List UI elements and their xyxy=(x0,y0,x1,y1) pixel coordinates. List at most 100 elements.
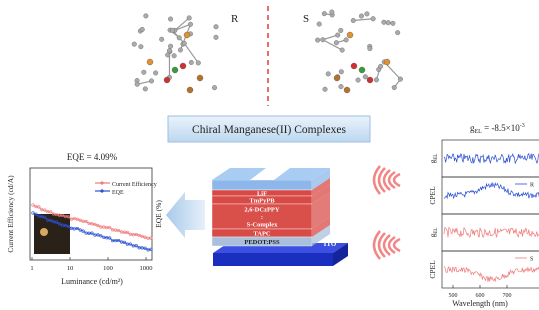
title: Chiral Manganese(II) Complexes xyxy=(192,124,346,136)
atom xyxy=(347,32,353,38)
y2-label: EQE (%) xyxy=(154,200,163,228)
layer-label: TAPC xyxy=(253,231,271,238)
atom xyxy=(180,63,186,69)
symbol: CPEL xyxy=(428,186,437,205)
atom xyxy=(351,63,357,69)
atom xyxy=(132,42,137,47)
atom xyxy=(339,69,344,74)
atom xyxy=(374,78,379,83)
atom xyxy=(172,53,177,58)
bond xyxy=(175,18,189,30)
x-tick-label: 1000 xyxy=(140,265,153,272)
atom xyxy=(334,40,339,45)
layer-label: S-Complex xyxy=(247,222,278,229)
atom xyxy=(159,37,164,42)
legend-entry: EQE xyxy=(112,190,124,196)
spectrum xyxy=(444,228,539,238)
arrow xyxy=(166,192,205,238)
layer-label: TmPyPB xyxy=(249,198,275,205)
atom xyxy=(147,59,153,65)
atom xyxy=(196,61,201,66)
atom xyxy=(140,27,145,32)
panel-label: gEL xyxy=(428,154,439,164)
legend-entry: R xyxy=(530,183,534,189)
atom xyxy=(167,48,172,53)
y-label: Current Efficiency (cd/A) xyxy=(6,175,15,253)
symbol: CPEL xyxy=(428,260,437,279)
atom xyxy=(214,35,219,40)
panel-label: CPEL xyxy=(428,260,437,279)
atom xyxy=(189,60,194,65)
atom xyxy=(340,48,345,53)
atom xyxy=(344,38,349,43)
bond xyxy=(353,19,373,21)
device-stack: ITOAlLiFTmPyPB2,6-DCzPPY:S-ComplexTAPCPE… xyxy=(212,168,348,266)
atom xyxy=(338,28,343,33)
atom xyxy=(177,35,182,40)
atom xyxy=(168,17,173,22)
spectrum xyxy=(444,183,539,198)
atom xyxy=(164,77,170,83)
atom xyxy=(371,16,376,21)
atom xyxy=(363,74,368,79)
x-tick-label: 1 xyxy=(30,265,33,272)
layer xyxy=(212,180,312,190)
atom xyxy=(184,32,190,38)
x-tick-label: 10 xyxy=(67,265,74,272)
atom xyxy=(182,41,187,46)
atom xyxy=(395,30,400,35)
atom xyxy=(188,22,193,27)
legend-entry: S xyxy=(530,257,533,263)
atom xyxy=(391,21,396,26)
atom xyxy=(392,85,397,90)
x-ticks: 1 10 100 1000 xyxy=(30,257,152,272)
cpel-panels: gELCPELRgELCPELS500600700 xyxy=(428,140,539,299)
atom xyxy=(335,33,340,38)
atom xyxy=(165,53,170,58)
legend-marker xyxy=(100,181,103,184)
atom xyxy=(212,85,217,90)
atom xyxy=(197,75,203,81)
graphical-abstract: R S Chiral Manganese(II) Complexes EQE =… xyxy=(0,0,539,310)
atom xyxy=(320,37,325,42)
atom xyxy=(382,20,387,25)
atom xyxy=(135,82,140,87)
atom xyxy=(359,67,365,73)
atom xyxy=(356,78,361,83)
panel-frame xyxy=(442,214,539,251)
emission-waves xyxy=(374,166,400,259)
atom xyxy=(214,24,219,29)
subscript: EL xyxy=(434,228,439,234)
eqe-annotation: EQE = 4.09% xyxy=(67,152,118,162)
wave xyxy=(394,239,400,251)
atom xyxy=(187,87,193,93)
atom xyxy=(368,46,373,51)
inset-glow xyxy=(40,228,48,236)
atom xyxy=(139,44,144,49)
atom xyxy=(344,87,350,93)
atom xyxy=(384,59,390,65)
x-label: Luminance (cd/m²) xyxy=(61,277,123,286)
subscript: EL xyxy=(434,154,439,160)
spectrum xyxy=(444,154,539,164)
legend-entry: Current Efficiency xyxy=(112,181,157,188)
atom xyxy=(143,87,148,92)
atom xyxy=(142,70,147,75)
x-tick-label: 100 xyxy=(103,265,113,272)
ito-front xyxy=(213,253,333,266)
exponent: -3 xyxy=(520,123,525,129)
layer-label: : xyxy=(261,214,263,221)
atom xyxy=(367,77,373,83)
wave xyxy=(394,174,400,186)
atom xyxy=(386,20,391,25)
legend-marker xyxy=(100,189,103,192)
atom xyxy=(323,87,328,92)
panel-label: gEL xyxy=(428,228,439,238)
atom xyxy=(378,64,383,69)
atom xyxy=(326,72,331,77)
atom xyxy=(351,18,356,23)
atom xyxy=(170,28,175,33)
panel-frame xyxy=(442,177,539,214)
atom xyxy=(398,77,403,82)
r-label: R xyxy=(231,13,239,25)
